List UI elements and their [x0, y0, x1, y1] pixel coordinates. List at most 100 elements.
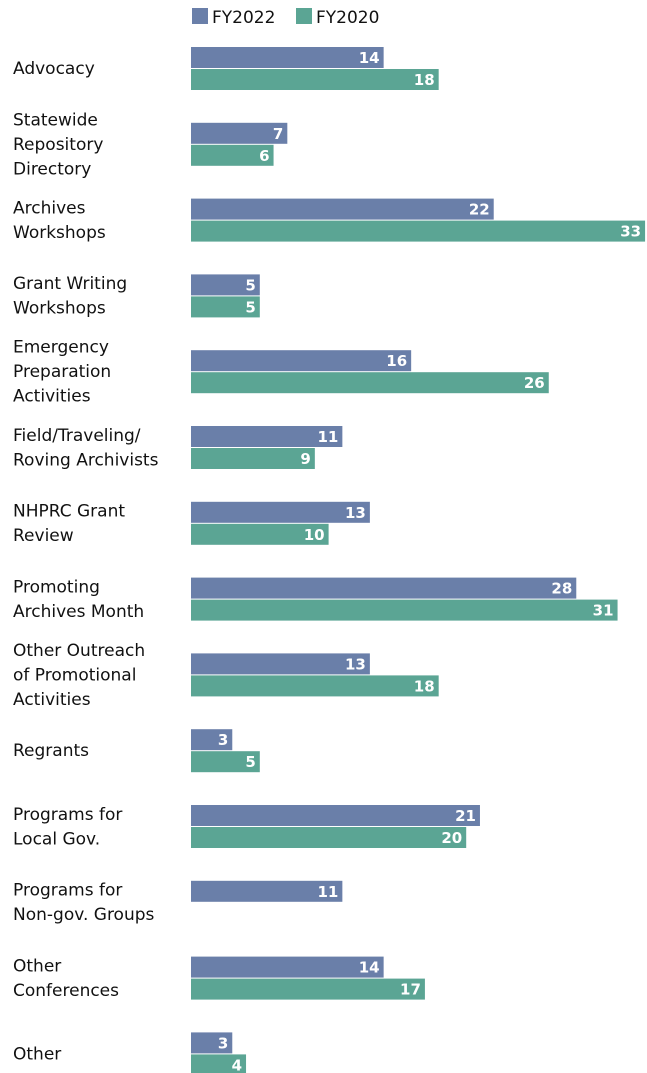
legend-swatch-fy2022 [192, 8, 208, 24]
data-label-fy2020-nhprc-grant-review: 10 [304, 526, 325, 544]
category-label-line: Activities [13, 387, 91, 407]
category-label-line: Emergency [13, 338, 109, 358]
data-label-fy2022-programs-for-local-gov: 21 [455, 807, 476, 825]
data-label-fy2020-regrants: 5 [245, 753, 255, 771]
bar-fy2022-other-conferences [191, 956, 384, 978]
data-label-fy2022-other-conferences: 14 [359, 959, 380, 977]
bar-fy2020-grant-writing-workshops [191, 296, 260, 318]
category-label-archives-workshops: Archives Workshops [13, 198, 106, 243]
data-label-fy2022-regrants: 3 [218, 731, 228, 749]
bar-fy2020-programs-for-local-gov [191, 827, 467, 848]
data-label-fy2022-promoting-archives-month: 28 [551, 580, 572, 598]
category-label-other-conferences: Other Conferences [13, 956, 119, 1001]
data-label-fy2022-advocacy: 14 [359, 49, 380, 67]
category-label-other: Other [13, 1044, 61, 1064]
category-label-line: Workshops [13, 223, 106, 243]
category-label-line: Directory [13, 159, 91, 179]
bar-fy2020-other-outreach-of-promotional-activities [191, 675, 439, 697]
category-label-line: Review [13, 526, 74, 546]
category-label-line: Grant Writing [13, 274, 127, 294]
category-label-field-traveling-roving-archivists: Field/Traveling/Roving Archivists [13, 426, 159, 471]
bar-fy2022-nhprc-grant-review [191, 501, 370, 523]
bar-fy2022-other [191, 1032, 233, 1054]
data-label-fy2022-other: 3 [218, 1034, 228, 1052]
data-label-fy2020-field-traveling-roving-archivists: 9 [300, 450, 310, 468]
data-label-fy2020-grant-writing-workshops: 5 [245, 298, 255, 316]
category-label-line: Regrants [13, 741, 89, 761]
category-label-line: Field/Traveling/ [13, 426, 141, 446]
category-label-line: Advocacy [13, 59, 95, 79]
bar-fy2020-advocacy [191, 69, 439, 90]
data-label-fy2022-grant-writing-workshops: 5 [245, 276, 255, 294]
bar-fy2022-emergency-preparation-activities [191, 350, 412, 372]
data-label-fy2020-other-outreach-of-promotional-activities: 18 [414, 677, 435, 695]
category-label-line: of Promotional [13, 665, 136, 685]
category-label-line: Preparation [13, 362, 111, 382]
category-label-statewide-repository-directory: Statewide Repository Directory [13, 110, 103, 179]
data-label-fy2020-statewide-repository-directory: 6 [259, 147, 269, 165]
category-label-line: Repository [13, 135, 103, 155]
category-label-line: Workshops [13, 299, 106, 319]
bar-fy2020-other [191, 1054, 247, 1073]
data-label-fy2022-programs-for-non-gov-groups: 11 [317, 883, 338, 901]
legend-label-fy2020: FY2020 [316, 8, 379, 28]
category-label-regrants: Regrants [13, 741, 89, 761]
data-label-fy2020-archives-workshops: 33 [620, 223, 641, 241]
data-label-fy2022-field-traveling-roving-archivists: 11 [317, 428, 338, 446]
category-label-line: Other Outreach [13, 641, 145, 661]
data-label-fy2022-archives-workshops: 22 [469, 201, 490, 219]
data-label-fy2022-other-outreach-of-promotional-activities: 13 [345, 655, 366, 673]
bar-fy2022-programs-for-non-gov-groups [191, 880, 343, 902]
category-label-other-outreach-of-promotional-activities: Other Outreach of Promotional Activities [13, 641, 145, 710]
category-label-line: Activities [13, 690, 91, 710]
data-label-fy2020-programs-for-local-gov: 20 [441, 829, 462, 847]
category-label-line: Programs for [13, 805, 122, 825]
bar-fy2020-nhprc-grant-review [191, 523, 329, 545]
data-label-fy2020-emergency-preparation-activities: 26 [524, 374, 545, 392]
category-label-grant-writing-workshops: Grant Writing Workshops [13, 274, 127, 319]
data-label-fy2022-nhprc-grant-review: 13 [345, 504, 366, 522]
bar-fy2020-promoting-archives-month [191, 599, 618, 621]
bar-fy2020-other-conferences [191, 978, 425, 1000]
category-label-line: Promoting [13, 577, 100, 597]
bar-fy2020-archives-workshops [191, 220, 646, 242]
bar-fy2022-grant-writing-workshops [191, 274, 260, 296]
data-label-fy2020-advocacy: 18 [414, 71, 435, 89]
category-label-line: Other [13, 1044, 61, 1064]
bar-fy2022-promoting-archives-month [191, 577, 577, 599]
category-label-line: Roving Archivists [13, 450, 159, 470]
category-label-line: Conferences [13, 981, 119, 1001]
bar-fy2020-statewide-repository-directory [191, 144, 274, 166]
legend-label-fy2022: FY2022 [212, 8, 275, 28]
legend: FY2022 FY2020 [192, 8, 379, 28]
bar-fy2022-field-traveling-roving-archivists [191, 426, 343, 447]
category-label-programs-for-non-gov-groups: Programs for Non-gov. Groups [13, 881, 155, 926]
bar-fy2022-statewide-repository-directory [191, 122, 288, 144]
bar-fy2020-field-traveling-roving-archivists [191, 448, 315, 469]
category-label-advocacy: Advocacy [13, 59, 95, 79]
bar-fy2022-regrants [191, 729, 233, 751]
category-label-line: Statewide [13, 110, 98, 130]
data-label-fy2020-other-conferences: 17 [400, 981, 421, 999]
category-label-line: Archives [13, 198, 86, 218]
bar-fy2022-advocacy [191, 47, 384, 68]
category-label-emergency-preparation-activities: Emergency Preparation Activities [13, 338, 111, 407]
data-label-fy2022-emergency-preparation-activities: 16 [386, 352, 407, 370]
bar-fy2022-programs-for-local-gov [191, 805, 480, 826]
category-label-nhprc-grant-review: NHPRC Grant Review [13, 502, 125, 547]
data-label-fy2020-other: 4 [232, 1056, 242, 1073]
category-label-line: Non-gov. Groups [13, 905, 155, 925]
category-label-programs-for-local-gov: Programs for Local Gov. [13, 805, 122, 850]
data-label-fy2022-statewide-repository-directory: 7 [273, 125, 283, 143]
category-label-line: Archives Month [13, 602, 144, 622]
category-label-line: Other [13, 956, 61, 976]
bar-fy2020-regrants [191, 751, 260, 773]
category-label-line: Programs for [13, 881, 122, 901]
category-label-line: Local Gov. [13, 829, 100, 849]
category-label-promoting-archives-month: Promoting Archives Month [13, 577, 144, 622]
bar-fy2022-other-outreach-of-promotional-activities [191, 653, 370, 675]
bar-fy2022-archives-workshops [191, 198, 494, 220]
category-label-line: NHPRC Grant [13, 502, 125, 522]
data-label-fy2020-promoting-archives-month: 31 [593, 602, 614, 620]
